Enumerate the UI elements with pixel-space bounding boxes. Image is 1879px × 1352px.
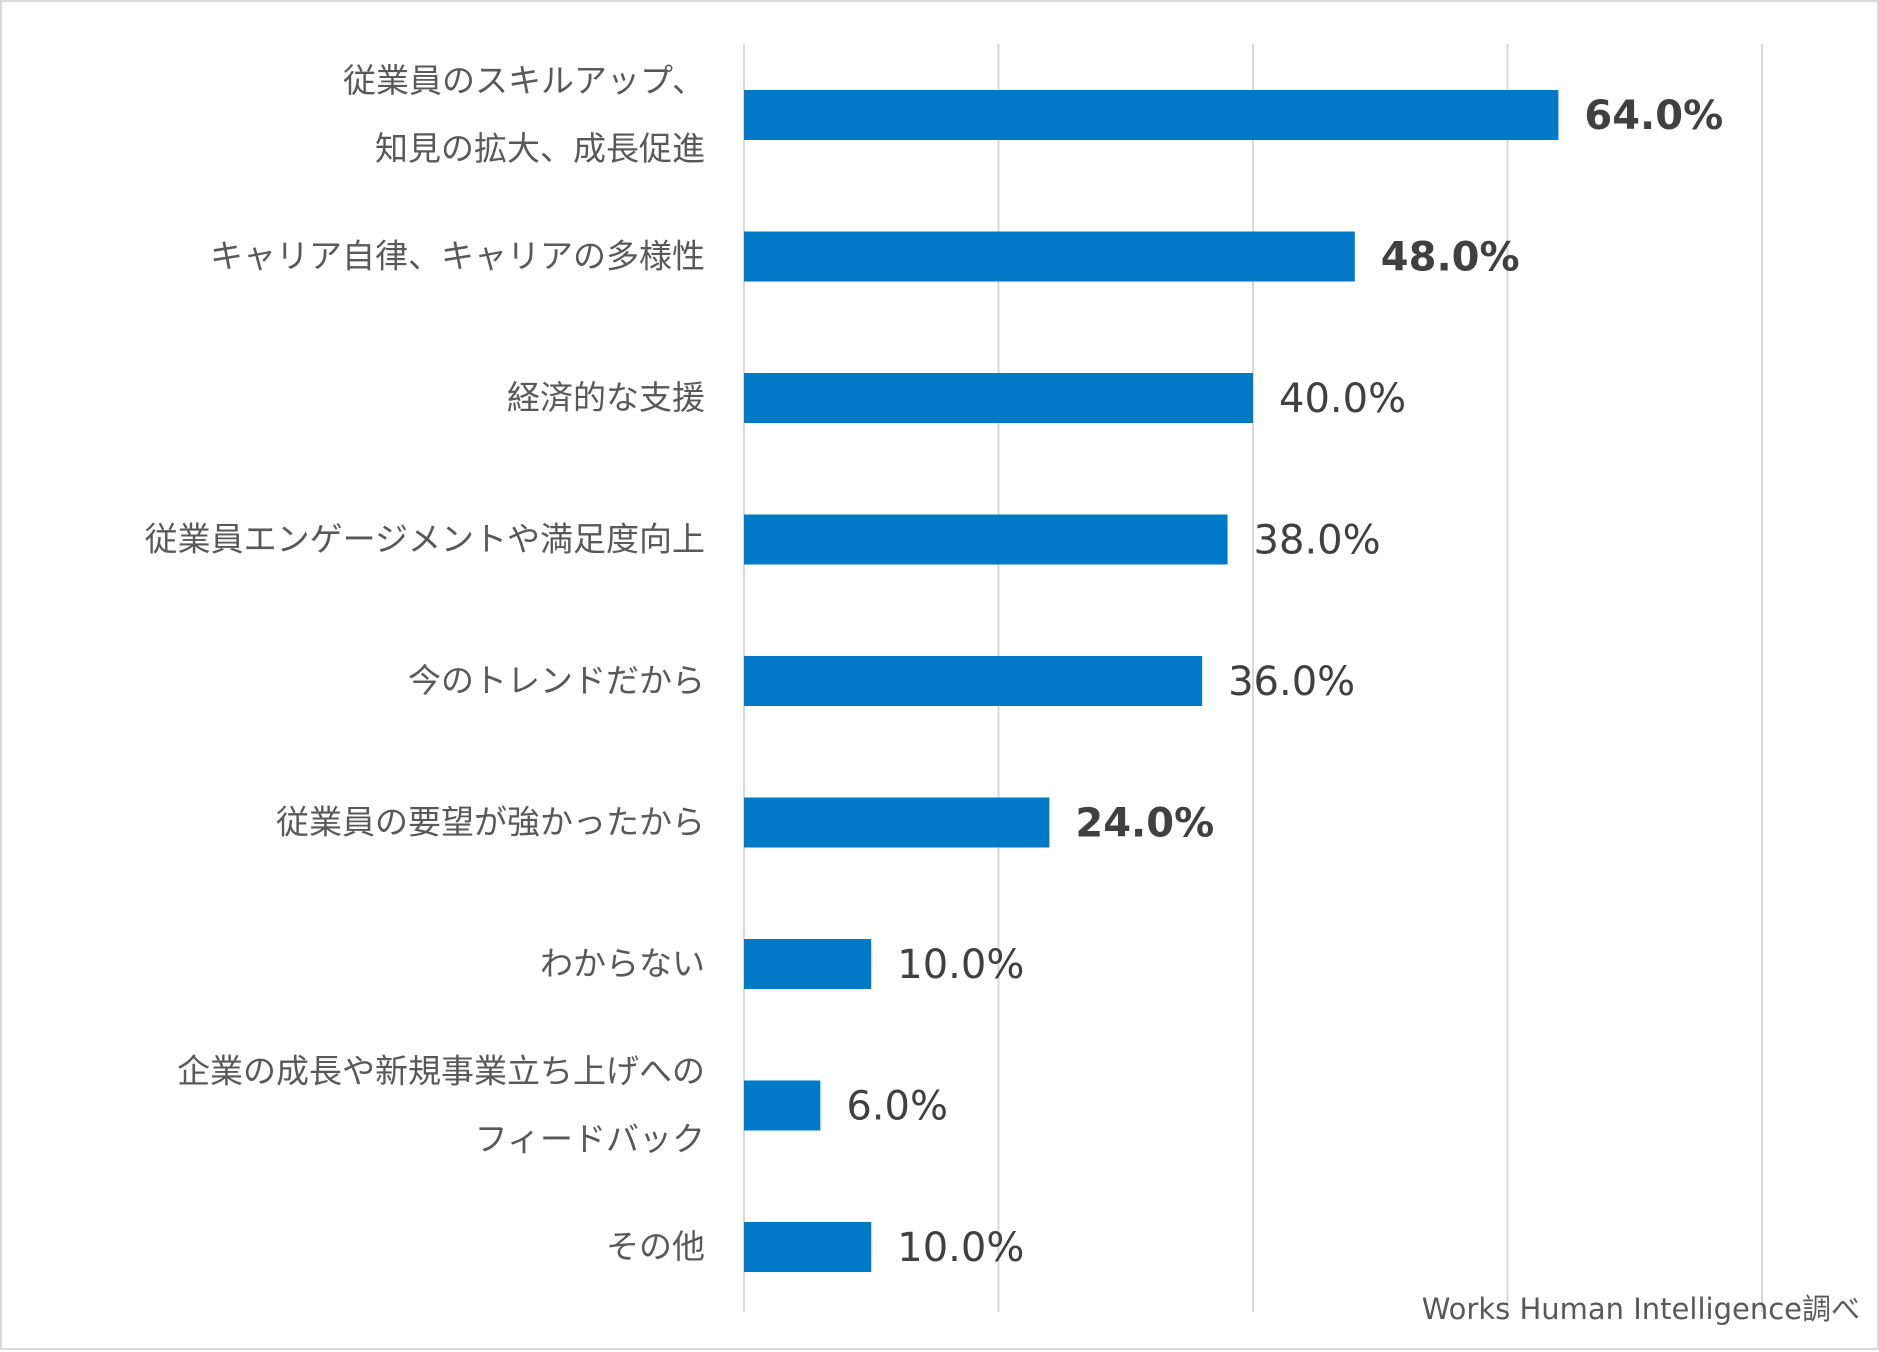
- bar: [744, 939, 872, 989]
- category-labels: 従業員のスキルアップ、知見の拡大、成長促進キャリア自律、キャリアの多様性経済的な…: [145, 61, 705, 1266]
- bars: [744, 90, 1559, 1272]
- category-label: 従業員のスキルアップ、: [343, 61, 705, 100]
- value-label: 6.0%: [846, 1084, 948, 1130]
- bar: [744, 1080, 821, 1131]
- source-note: Works Human Intelligence調べ: [1422, 1292, 1860, 1326]
- category-label: 経済的な支援: [507, 378, 705, 417]
- bar: [744, 373, 1253, 423]
- value-label: 36.0%: [1228, 659, 1355, 705]
- value-label: 10.0%: [897, 1225, 1024, 1271]
- value-label: 48.0%: [1381, 235, 1520, 281]
- bar: [744, 797, 1050, 848]
- bar: [744, 231, 1355, 282]
- category-label: 企業の成長や新規事業立ち上げへの: [177, 1052, 705, 1091]
- bar: [744, 656, 1203, 706]
- category-label: その他: [606, 1227, 705, 1266]
- bar: [744, 514, 1228, 565]
- value-label: 64.0%: [1584, 93, 1723, 139]
- category-label: 従業員の要望が強かったから: [276, 803, 705, 842]
- category-label: わからない: [540, 944, 705, 983]
- value-label: 10.0%: [897, 942, 1024, 988]
- category-label: 知見の拡大、成長促進: [375, 129, 705, 168]
- bar: [744, 90, 1559, 140]
- category-label: フィードバック: [475, 1120, 705, 1159]
- category-label: キャリア自律、キャリアの多様性: [210, 237, 705, 276]
- bar: [744, 1222, 872, 1272]
- value-labels: 64.0% 48.0% 40.0% 38.0% 36.0% 24.0% 10.0% 6.0% 1…: [846, 93, 1723, 1271]
- category-label: 今のトレンドだから: [408, 661, 705, 700]
- value-label: 38.0%: [1254, 518, 1381, 564]
- value-label: 40.0%: [1279, 376, 1406, 422]
- category-label: 従業員エンゲージメントや満足度向上: [145, 520, 705, 559]
- value-label: 24.0%: [1075, 801, 1214, 847]
